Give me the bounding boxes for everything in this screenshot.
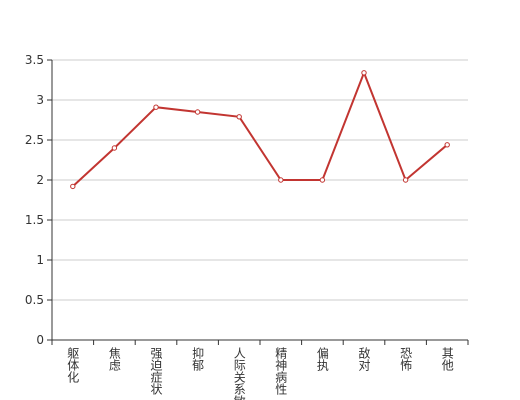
y-tick-label: 3.5 bbox=[25, 53, 44, 67]
point bbox=[319, 177, 326, 183]
point bbox=[153, 104, 159, 110]
x-tick-label: 强迫症状 bbox=[149, 347, 163, 395]
x-tick-label: 焦虑 bbox=[107, 347, 121, 371]
y-tick-label: 1 bbox=[36, 253, 44, 267]
point bbox=[278, 177, 284, 183]
x-tick-label: 恐怖 bbox=[399, 347, 413, 371]
x-tick-label: 精神病性 bbox=[274, 347, 288, 396]
point bbox=[194, 109, 201, 115]
x-tick-label: 人际关系敏感 bbox=[232, 347, 246, 400]
x-tick-label: 躯体化 bbox=[66, 346, 80, 384]
y-tick-label: 0.5 bbox=[25, 293, 44, 307]
y-tick-label: 3 bbox=[36, 93, 44, 107]
y-tick-label: 2.5 bbox=[25, 133, 44, 147]
y-tick-label: 2 bbox=[36, 173, 44, 187]
x-tick-label: 敌对 bbox=[357, 346, 371, 371]
line bbox=[72, 70, 448, 188]
y-tick-label: 1.5 bbox=[25, 213, 44, 227]
x-tick-label: 抑郁 bbox=[191, 346, 205, 372]
point bbox=[444, 142, 450, 148]
point bbox=[361, 70, 367, 76]
x-tick-label: 偏执 bbox=[315, 346, 329, 372]
point bbox=[111, 145, 118, 151]
point bbox=[70, 183, 76, 190]
point bbox=[236, 114, 242, 120]
x-tick-label: 其他 bbox=[440, 347, 454, 371]
point bbox=[402, 177, 409, 183]
y-tick-label: 0 bbox=[36, 333, 44, 347]
